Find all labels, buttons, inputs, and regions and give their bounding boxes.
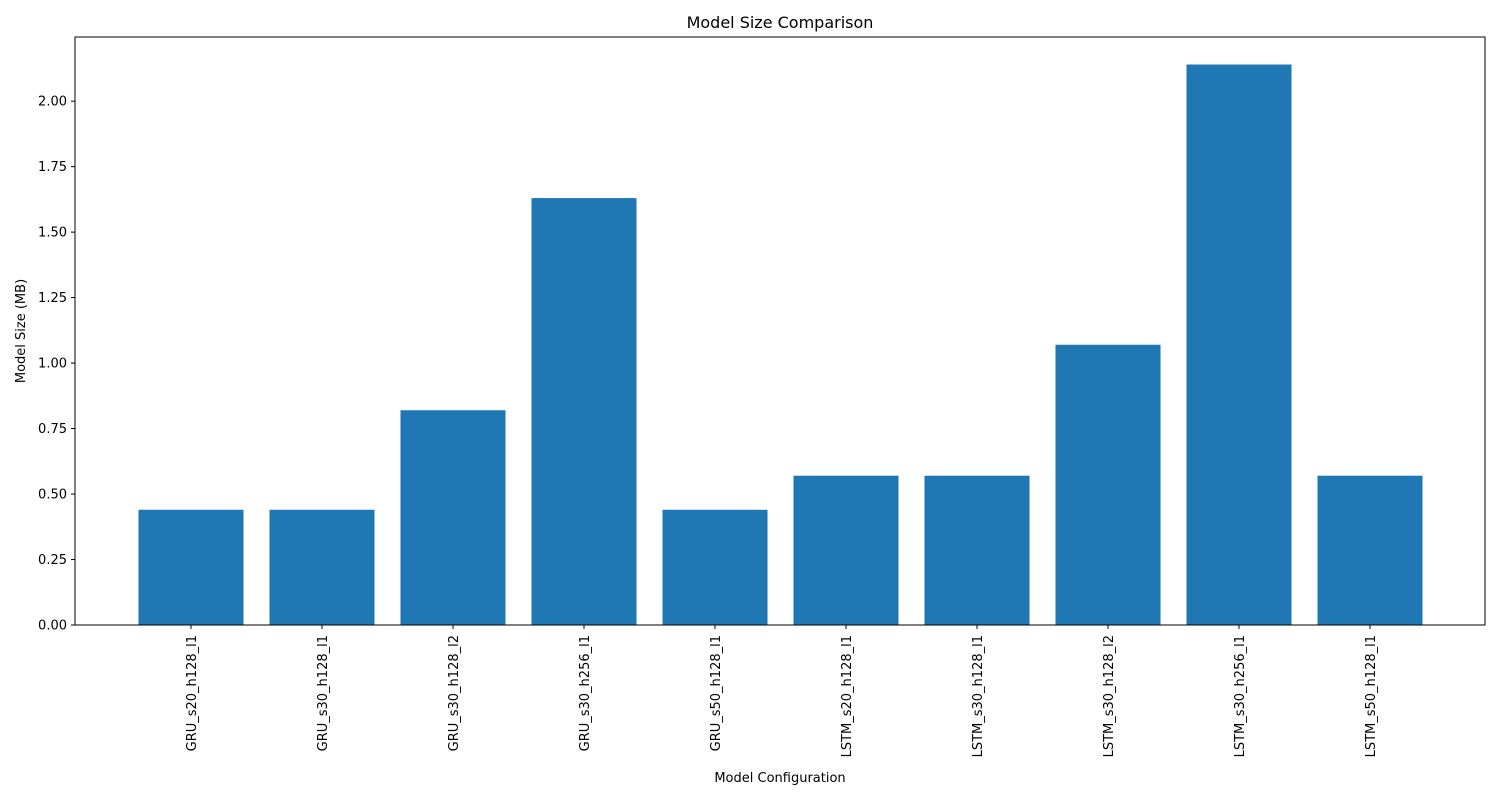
y-tick-label: 1.75 <box>38 160 67 175</box>
bar-GRU_s30_h128_l2 <box>400 410 506 625</box>
bar-GRU_s30_h256_l1 <box>531 198 637 626</box>
bar-GRU_s50_h128_l1 <box>662 509 768 625</box>
y-axis-ticks: 0.00 0.25 0.50 0.75 1.00 1.25 1.50 1.75 2.00 <box>38 95 75 634</box>
x-tick-label: LSTM_s30_h128_l1 <box>971 635 986 757</box>
bar-LSTM_s30_h256_l1 <box>1186 64 1292 626</box>
chart-title: Model Size Comparison <box>687 13 874 32</box>
bar-LSTM_s30_h128_l1 <box>924 475 1030 625</box>
x-tick-label: GRU_s50_h128_l1 <box>709 635 724 751</box>
x-tick-label: LSTM_s30_h256_l1 <box>1233 635 1248 757</box>
x-tick-label: LSTM_s50_h128_l1 <box>1364 635 1379 757</box>
x-tick-label: LSTM_s20_h128_l1 <box>840 635 855 757</box>
y-tick-label: 0.00 <box>38 619 67 634</box>
y-tick-label: 1.00 <box>38 357 67 372</box>
x-axis-label: Model Configuration <box>714 771 845 786</box>
bar-GRU_s30_h128_l1 <box>269 509 375 625</box>
bar-LSTM_s50_h128_l1 <box>1317 475 1423 625</box>
x-axis-ticks: GRU_s20_h128_l1 GRU_s30_h128_l1 GRU_s30_h1… <box>185 625 1379 757</box>
plot-area-frame <box>74 36 1486 626</box>
y-tick-label: 0.50 <box>38 488 67 503</box>
y-tick-label: 1.25 <box>38 291 67 306</box>
y-tick-label: 0.75 <box>38 422 67 437</box>
y-tick-label: 2.00 <box>38 95 67 110</box>
bar-LSTM_s20_h128_l1 <box>793 475 899 625</box>
x-tick-label: GRU_s30_h128_l1 <box>316 635 331 751</box>
bar-GRU_s20_h128_l1 <box>138 509 244 625</box>
x-tick-label: GRU_s30_h128_l2 <box>447 635 462 751</box>
x-tick-label: GRU_s20_h128_l1 <box>185 635 200 751</box>
y-tick-label: 0.25 <box>38 553 67 568</box>
bars-group <box>138 64 1423 626</box>
bar-LSTM_s30_h128_l2 <box>1055 344 1161 625</box>
x-tick-label: LSTM_s30_h128_l2 <box>1102 635 1117 757</box>
y-tick-label: 1.50 <box>38 226 67 241</box>
x-tick-label: GRU_s30_h256_l1 <box>578 635 593 751</box>
y-axis-label: Model Size (MB) <box>14 279 29 383</box>
